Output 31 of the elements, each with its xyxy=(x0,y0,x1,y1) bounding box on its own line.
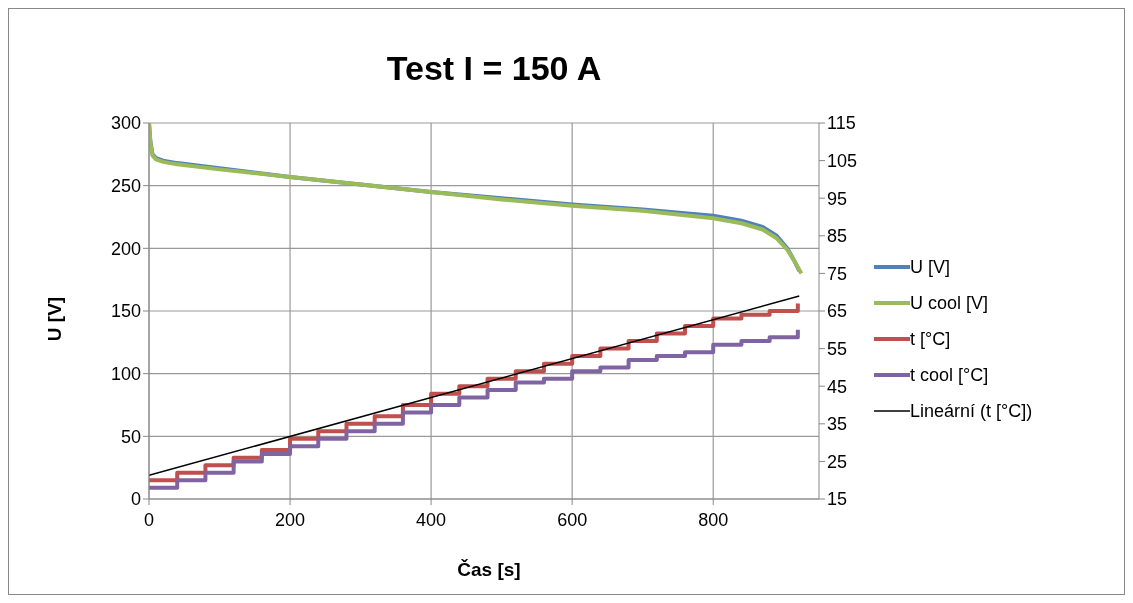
y-tick-label: 250 xyxy=(110,176,141,197)
y2-tick-label: 45 xyxy=(827,376,848,397)
legend-label: t cool [°C] xyxy=(910,364,989,386)
x-tick-label: 800 xyxy=(698,509,729,530)
y2-tick-label: 115 xyxy=(827,113,856,134)
y2-tick-label: 85 xyxy=(827,226,848,247)
x-tick-label: 0 xyxy=(143,509,155,530)
chart-title: Test I = 150 A xyxy=(385,49,603,88)
y-tick-label: 150 xyxy=(110,301,141,322)
y2-tick-label: 25 xyxy=(827,451,848,472)
y-tick-label: 0 xyxy=(130,489,141,510)
y2-tick-label: 55 xyxy=(827,338,848,359)
y2-tick-label: 65 xyxy=(827,301,848,322)
y2-tick-label: 35 xyxy=(827,414,848,435)
y2-tick-label: 95 xyxy=(827,188,848,209)
legend-label: U [V] xyxy=(910,256,951,278)
legend-label: Lineární (t [°C]) xyxy=(910,400,1033,422)
y2-tick-label: 15 xyxy=(827,489,848,510)
y-axis-title: U [V] xyxy=(44,296,66,342)
y-tick-label: 300 xyxy=(110,113,141,134)
x-tick-label: 200 xyxy=(275,509,306,530)
x-axis-title: Čas [s] xyxy=(456,559,522,581)
y-tick-label: 50 xyxy=(120,426,141,447)
y2-tick-label: 105 xyxy=(827,150,858,171)
y-tick-label: 100 xyxy=(110,364,141,385)
y-tick-label: 200 xyxy=(110,238,141,259)
x-tick-label: 400 xyxy=(416,509,447,530)
y2-tick-label: 75 xyxy=(827,263,848,284)
legend-label: t [°C] xyxy=(910,328,951,350)
x-tick-label: 600 xyxy=(557,509,588,530)
legend-label: U cool [V] xyxy=(910,292,989,314)
